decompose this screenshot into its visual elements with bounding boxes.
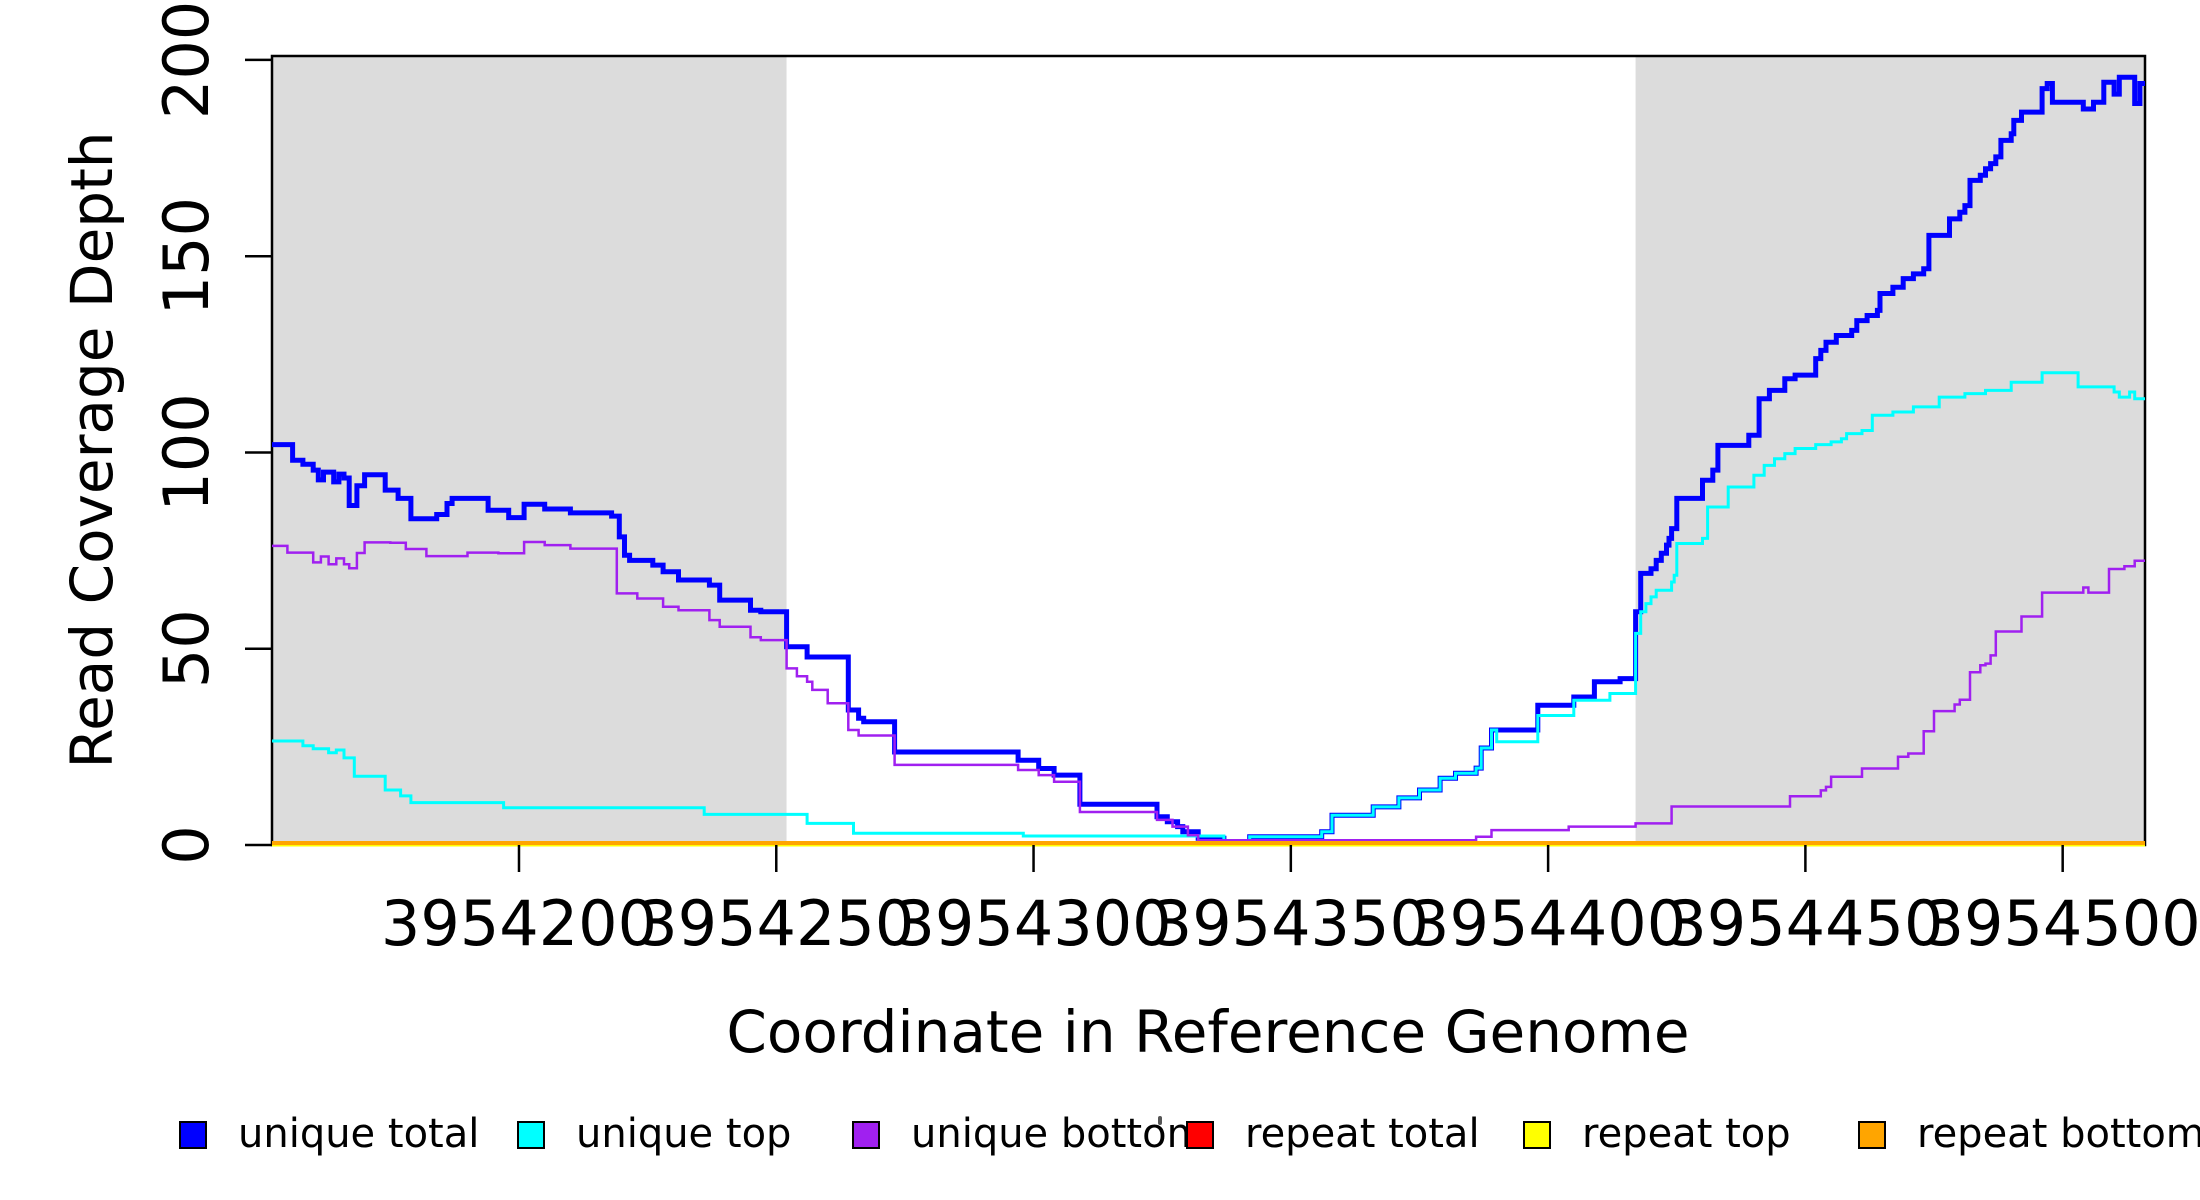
legend-label: unique bottom xyxy=(911,1111,1206,1157)
shaded-regions xyxy=(272,56,2145,845)
legend-swatch-repeat-top xyxy=(1523,1121,1551,1149)
legend-item-unique-top: unique top xyxy=(517,1111,791,1157)
legend: unique total unique top unique bottom repea… xyxy=(179,1111,2200,1157)
x-tick-label: 3954450 xyxy=(1667,887,1943,960)
legend-label: repeat top xyxy=(1582,1111,1791,1157)
legend-swatch-repeat-total xyxy=(1186,1121,1214,1149)
y-tick-label: 0 xyxy=(150,825,223,864)
x-tick-label: 3954250 xyxy=(638,887,914,960)
x-tick-label: 3954500 xyxy=(1925,887,2200,960)
legend-item-repeat-total: repeat total xyxy=(1186,1111,1480,1157)
legend-label: repeat total xyxy=(1245,1111,1480,1157)
x-tick-label: 3954200 xyxy=(381,887,657,960)
y-axis-title: Read Coverage Depth xyxy=(58,131,126,768)
legend-item-repeat-bottom: repeat bottom xyxy=(1858,1111,2200,1157)
legend-label: unique total xyxy=(238,1111,479,1157)
x-tick-label: 3954350 xyxy=(1153,887,1429,960)
shaded-region-right xyxy=(1635,56,2145,845)
x-tick-label: 3954400 xyxy=(1410,887,1686,960)
legend-item-repeat-top: repeat top xyxy=(1523,1111,1791,1157)
y-tick-label: 50 xyxy=(150,609,223,688)
legend-swatch-unique-total xyxy=(179,1121,207,1149)
y-tick-label: 200 xyxy=(150,1,223,119)
series-line-unique-bottom xyxy=(272,540,2145,842)
legend-swatch-repeat-bottom xyxy=(1858,1121,1886,1149)
legend-label: unique top xyxy=(576,1111,791,1157)
x-tick-label: 3954300 xyxy=(895,887,1171,960)
axes: 3954200395425039543003954350395440039544… xyxy=(150,1,2200,960)
legend-label: repeat bottom xyxy=(1917,1111,2200,1157)
y-tick-label: 150 xyxy=(150,197,223,315)
series-line-unique-top xyxy=(272,371,2145,844)
legend-swatch-unique-top xyxy=(517,1121,545,1149)
y-tick-label: 100 xyxy=(150,393,223,511)
shaded-region-left xyxy=(272,56,787,845)
series-lines xyxy=(272,74,2145,847)
stray-artifact-mark xyxy=(1158,1116,1162,1125)
legend-swatch-unique-bottom xyxy=(852,1121,880,1149)
legend-item-unique-total: unique total xyxy=(179,1111,479,1157)
legend-item-unique-bottom: unique bottom xyxy=(852,1111,1206,1157)
x-axis-title: Coordinate in Reference Genome xyxy=(726,998,1689,1066)
